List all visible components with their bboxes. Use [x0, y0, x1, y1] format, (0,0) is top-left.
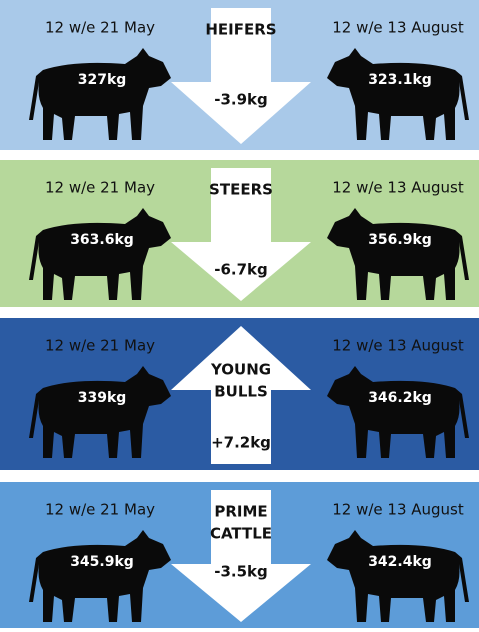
period-label: 12 w/e 13 August: [332, 337, 464, 355]
cow-silhouette: [327, 208, 469, 300]
panel: STEERS -6.7kg 12 w/e 21 May 363.6kg 12 w/e 1…: [0, 160, 479, 307]
cow-silhouette: [29, 366, 171, 458]
panel: HEIFERS -3.9kg 12 w/e 21 May 327kg 12 w/e 13…: [0, 0, 479, 150]
weight-change: -3.5kg: [214, 563, 268, 581]
period-label: 12 w/e 21 May: [45, 337, 155, 355]
arrow-up: [171, 326, 311, 464]
weight-change: -3.9kg: [214, 91, 268, 109]
arrow-down: [171, 8, 311, 144]
weight-value: 363.6kg: [70, 232, 134, 248]
weight-value: 327kg: [78, 72, 127, 88]
period-label: 12 w/e 13 August: [332, 501, 464, 519]
period-label: 12 w/e 13 August: [332, 179, 464, 197]
period-label: 12 w/e 21 May: [45, 501, 155, 519]
period-label: 12 w/e 13 August: [332, 19, 464, 37]
panel: YOUNG BULLS +7.2kg 12 w/e 21 May 339kg 12 w/e…: [0, 318, 479, 470]
cow-silhouette: [29, 208, 171, 300]
weight-value: 356.9kg: [368, 232, 432, 248]
period-label: 12 w/e 21 May: [45, 179, 155, 197]
category-title: STEERS: [209, 181, 273, 199]
weight-value: 339kg: [78, 390, 127, 406]
weight-change: +7.2kg: [211, 434, 271, 452]
category-title: BULLS: [214, 383, 268, 401]
period-label: 12 w/e 21 May: [45, 19, 155, 37]
category-title: YOUNG: [210, 361, 271, 379]
weight-value: 346.2kg: [368, 390, 432, 406]
cow-silhouette: [29, 530, 171, 622]
arrow-down: [171, 168, 311, 301]
cow-silhouette: [327, 48, 469, 140]
category-title: PRIME: [214, 503, 267, 521]
cow-silhouette: [29, 48, 171, 140]
arrow-down: [171, 490, 311, 622]
cow-silhouette: [327, 366, 469, 458]
category-title: CATTLE: [210, 525, 272, 543]
panel: PRIME CATTLE -3.5kg 12 w/e 21 May 345.9kg 12 …: [0, 482, 479, 628]
weight-value: 345.9kg: [70, 554, 134, 570]
weight-change: -6.7kg: [214, 261, 268, 279]
weight-value: 323.1kg: [368, 72, 432, 88]
weight-value: 342.4kg: [368, 554, 432, 570]
cow-silhouette: [327, 530, 469, 622]
category-title: HEIFERS: [205, 21, 276, 39]
